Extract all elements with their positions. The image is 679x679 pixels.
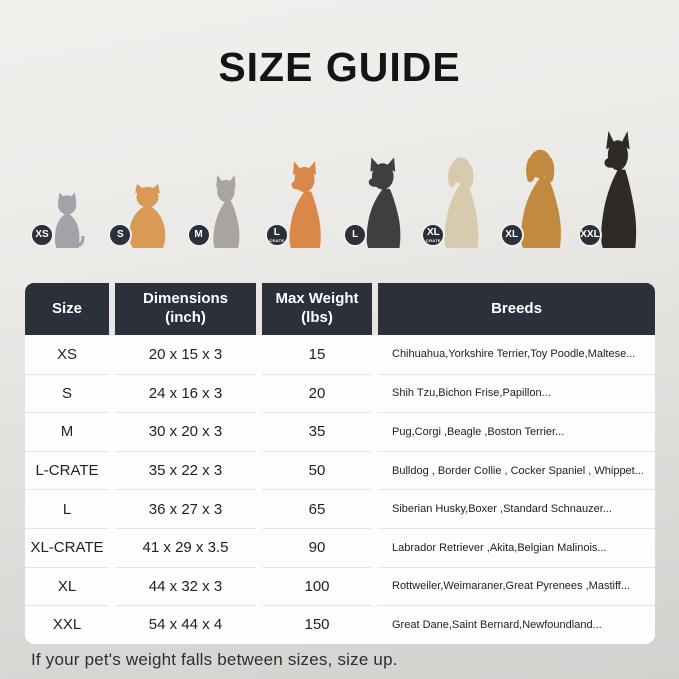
badge-sublabel: CRATE [425, 237, 441, 243]
cell-max-weight: 90 [262, 527, 372, 567]
cell-size: XS [25, 335, 109, 374]
border-collie-illustration [366, 157, 401, 248]
header-max-weight: Max Weight (lbs) [262, 283, 372, 335]
cell-breeds: Great Dane,Saint Bernard,Newfoundland... [378, 605, 655, 644]
cell-breeds: Rottweiler,Weimaraner,Great Pyrenees ,Ma… [378, 566, 655, 606]
animal-doberman: XXL [576, 131, 652, 248]
cell-dimensions: 44 x 32 x 3 [115, 566, 256, 606]
cell-dimensions: 30 x 20 x 3 [115, 412, 256, 451]
size-lineup: XS S M [28, 124, 652, 248]
badge-label: XL [505, 229, 519, 240]
cell-max-weight: 35 [262, 412, 372, 451]
badge-label: M [194, 229, 203, 240]
cell-dimensions: 20 x 15 x 3 [115, 335, 256, 374]
badge-label: XS [35, 229, 49, 240]
cell-breeds: Shih Tzu,Bichon Frise,Papillon... [378, 373, 655, 413]
animal-golden-retriever: XL [498, 143, 574, 248]
animal-shiba-inu: L CRATE [263, 160, 339, 248]
cell-max-weight: 65 [262, 489, 372, 528]
animal-pomeranian: S [106, 182, 182, 248]
badge-label: XXL [580, 229, 600, 240]
animal-french-bulldog: M [185, 174, 261, 248]
animal-cat: XS [28, 190, 104, 248]
cell-breeds: Chihuahua,Yorkshire Terrier,Toy Poodle,M… [378, 335, 655, 374]
doberman-illustration [601, 131, 637, 248]
cell-size: L [25, 489, 109, 528]
header-label: Dimensions [142, 290, 229, 308]
cell-breeds: Labrador Retriever ,Akita,Belgian Malino… [378, 527, 655, 567]
cell-max-weight: 20 [262, 373, 372, 413]
pomeranian-illustration [129, 183, 166, 248]
table-header-row: Size Dimensions (inch) Max Weight (lbs) … [25, 283, 655, 335]
cell-dimensions: 35 x 22 x 3 [115, 450, 256, 490]
animal-labrador: XL CRATE [419, 151, 495, 248]
header-sublabel: (lbs) [301, 309, 333, 326]
cell-size: M [25, 412, 109, 451]
header-label: Max Weight [275, 290, 359, 308]
cell-breeds: Pug,Corgi ,Beagle ,Boston Terrier... [378, 412, 655, 451]
size-badge-xl: XL [499, 223, 524, 247]
labrador-illustration [444, 157, 479, 248]
badge-label: L [352, 229, 359, 240]
french-bulldog-illustration [212, 175, 239, 248]
golden-retriever-illustration [520, 149, 561, 248]
badge-label: L [273, 226, 280, 238]
cell-size: XL-CRATE [25, 527, 109, 567]
header-sublabel: (inch) [165, 309, 206, 326]
header-dimensions: Dimensions (inch) [115, 283, 256, 335]
cell-dimensions: 54 x 44 x 4 [115, 605, 256, 644]
cell-breeds: Siberian Husky,Boxer ,Standard Schnauzer… [378, 489, 655, 528]
size-badge-xl-crate: XL CRATE [421, 223, 446, 247]
cell-dimensions: 36 x 27 x 3 [115, 489, 256, 528]
cell-size: L-CRATE [25, 450, 109, 490]
header-label: Size [51, 299, 82, 317]
cell-breeds: Bulldog , Border Collie , Cocker Spaniel… [378, 450, 655, 490]
cell-max-weight: 150 [262, 605, 372, 644]
cell-dimensions: 41 x 29 x 3.5 [115, 527, 256, 567]
cell-size: XL [25, 566, 109, 606]
cell-max-weight: 100 [262, 566, 372, 606]
size-badge-l: L [343, 223, 368, 247]
size-badge-xxl: XXL [577, 223, 602, 247]
table-body: XS 20 x 15 x 3 15 Chihuahua,Yorkshire Te… [25, 335, 655, 644]
animal-border-collie: L [341, 156, 417, 248]
badge-sublabel: CRATE [269, 237, 285, 243]
page-title: SIZE GUIDE [218, 44, 461, 90]
cell-dimensions: 24 x 16 x 3 [115, 373, 256, 413]
shiba-inu-illustration [289, 161, 321, 248]
cell-max-weight: 50 [262, 450, 372, 490]
badge-label: XL [427, 226, 440, 238]
cat-illustration [54, 192, 85, 248]
cell-max-weight: 15 [262, 335, 372, 374]
header-breeds: Breeds [378, 283, 655, 335]
header-size: Size [25, 283, 109, 335]
badge-label: S [116, 229, 124, 240]
size-badge-l-crate: L CRATE [264, 223, 289, 247]
sizing-note: If your pet's weight falls between sizes… [31, 650, 398, 669]
size-badge-m: M [186, 223, 211, 247]
cell-size: XXL [25, 605, 109, 644]
size-badge-xs: XS [30, 223, 54, 247]
size-table: Size Dimensions (inch) Max Weight (lbs) … [25, 283, 655, 644]
size-badge-s: S [108, 223, 133, 247]
header-label: Breeds [491, 299, 542, 317]
cell-size: S [25, 373, 109, 413]
